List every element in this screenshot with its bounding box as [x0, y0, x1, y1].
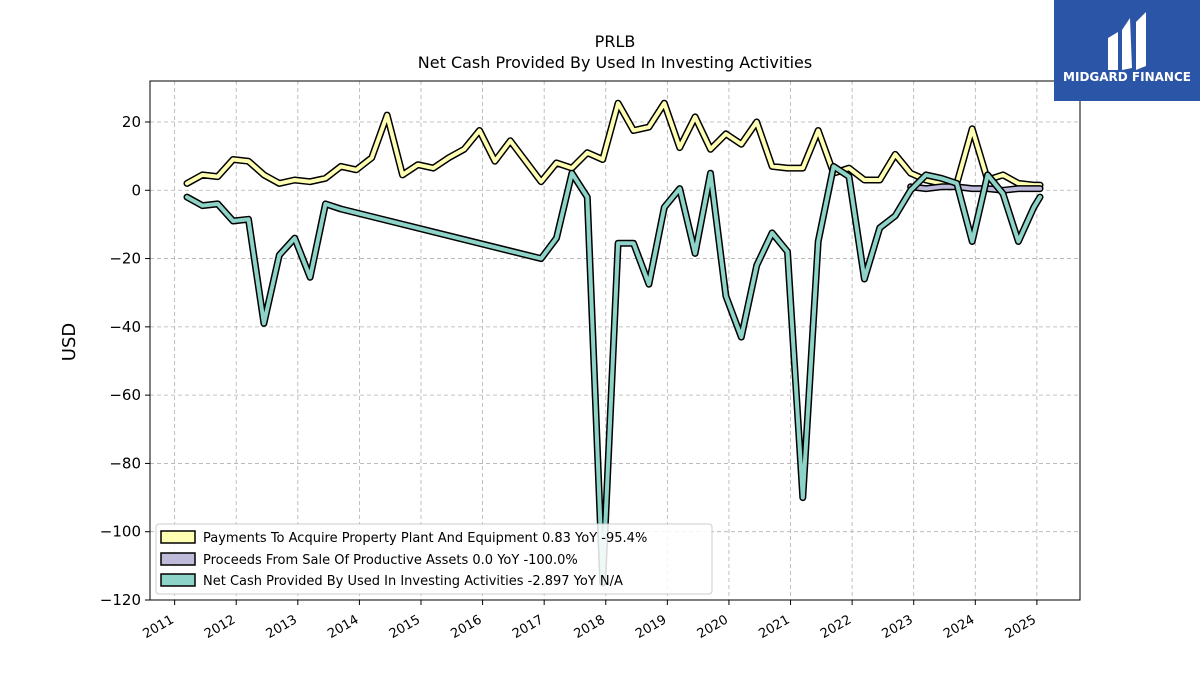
- series-payments-ppe-line: [185, 101, 1042, 188]
- x-tick-label: 2017: [510, 612, 546, 642]
- legend-swatch-proceeds: [160, 552, 196, 566]
- logo-text: MIDGARD FINANCE: [1063, 70, 1191, 84]
- x-tick-label: 2022: [818, 612, 854, 642]
- legend-swatch-net-cash: [160, 573, 196, 587]
- legend-label-proceeds: Proceeds From Sale Of Productive Assets …: [203, 553, 578, 568]
- x-tick-label: 2013: [264, 612, 300, 642]
- series-net-cash-investing: [183, 162, 1044, 587]
- x-tick-label: 2024: [941, 612, 977, 642]
- x-tick-label: 2015: [387, 612, 423, 642]
- x-tick-label: 2012: [202, 612, 238, 642]
- series-proceeds-assets-line: [908, 184, 1042, 193]
- y-axis-label: USD: [59, 323, 80, 361]
- x-tick-label: 2018: [572, 612, 608, 642]
- legend-label-net-cash: Net Cash Provided By Used In Investing A…: [203, 574, 623, 589]
- y-tick-label: −100: [100, 523, 141, 541]
- chart-subtitle: Net Cash Provided By Used In Investing A…: [418, 53, 812, 72]
- series-proceeds-assets: [907, 183, 1044, 194]
- y-tick-label: 20: [122, 113, 141, 131]
- chart-title: PRLB: [595, 32, 636, 51]
- y-tick-label: −80: [109, 454, 141, 472]
- y-tick-label: 0: [131, 181, 141, 199]
- x-tick-label: 2021: [756, 612, 792, 642]
- logo: MIDGARD FINANCE: [1054, 0, 1200, 101]
- legend-swatch-payments: [160, 530, 196, 544]
- x-tick-label: 2025: [1003, 612, 1039, 642]
- x-tick-label: 2014: [325, 612, 361, 642]
- y-tick-label: −40: [109, 318, 141, 336]
- legend-label-payments: Payments To Acquire Property Plant And E…: [203, 531, 647, 546]
- y-tick-label: −120: [100, 591, 141, 609]
- legend-box: [155, 523, 713, 595]
- y-tick-label: −60: [109, 386, 141, 404]
- x-tick-label: 2020: [695, 612, 731, 642]
- series-payments-ppe: [183, 99, 1044, 189]
- x-tick-label: 2011: [140, 612, 176, 642]
- legend: Payments To Acquire Property Plant And E…: [155, 523, 713, 595]
- plot-frame: [149, 80, 1081, 601]
- series-net-cash-investing-line: [185, 164, 1042, 585]
- logo-mark-icon: [1108, 12, 1146, 70]
- y-tick-label: −20: [109, 250, 141, 268]
- series-layer: [183, 99, 1044, 587]
- x-tick-label: 2019: [633, 612, 669, 642]
- x-tick-label: 2023: [880, 612, 916, 642]
- x-tick-label: 2016: [448, 612, 484, 642]
